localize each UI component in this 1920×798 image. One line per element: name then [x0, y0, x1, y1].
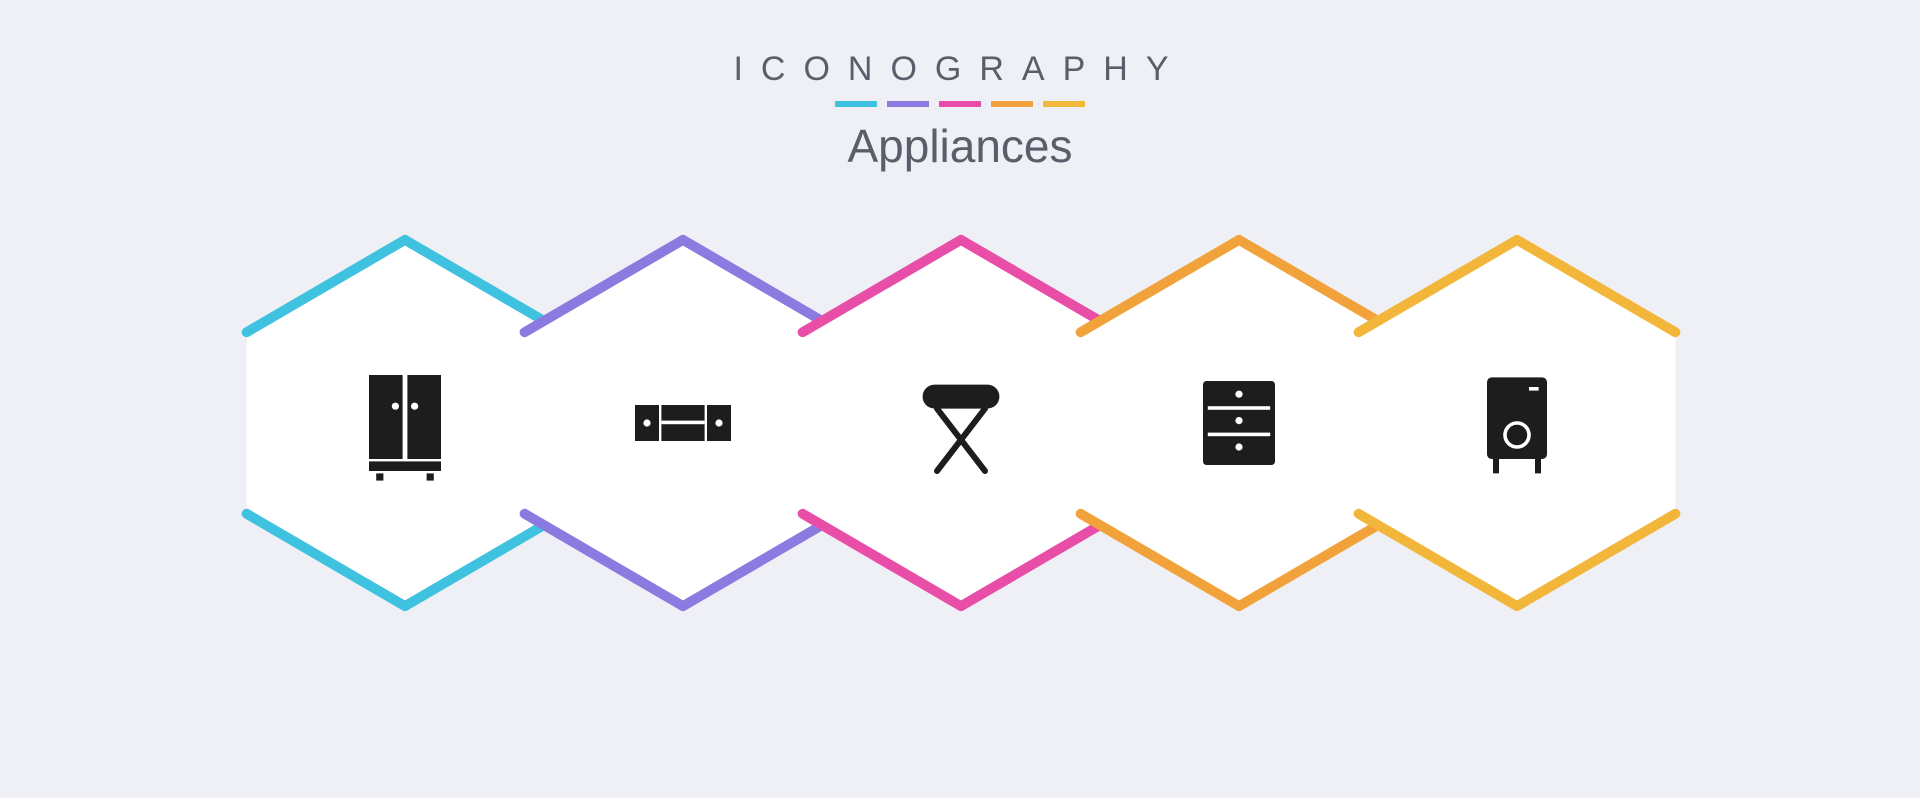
stripe	[887, 101, 929, 107]
stripe	[835, 101, 877, 107]
hex-heater	[1352, 233, 1682, 613]
subtitle: Appliances	[733, 119, 1186, 173]
stripe	[991, 101, 1033, 107]
icons-row	[180, 233, 1740, 633]
stripe	[939, 101, 981, 107]
color-stripes	[733, 101, 1186, 107]
header: ICONOGRAPHY Appliances	[733, 50, 1186, 173]
stripe	[1043, 101, 1085, 107]
brand-title: ICONOGRAPHY	[733, 50, 1186, 89]
